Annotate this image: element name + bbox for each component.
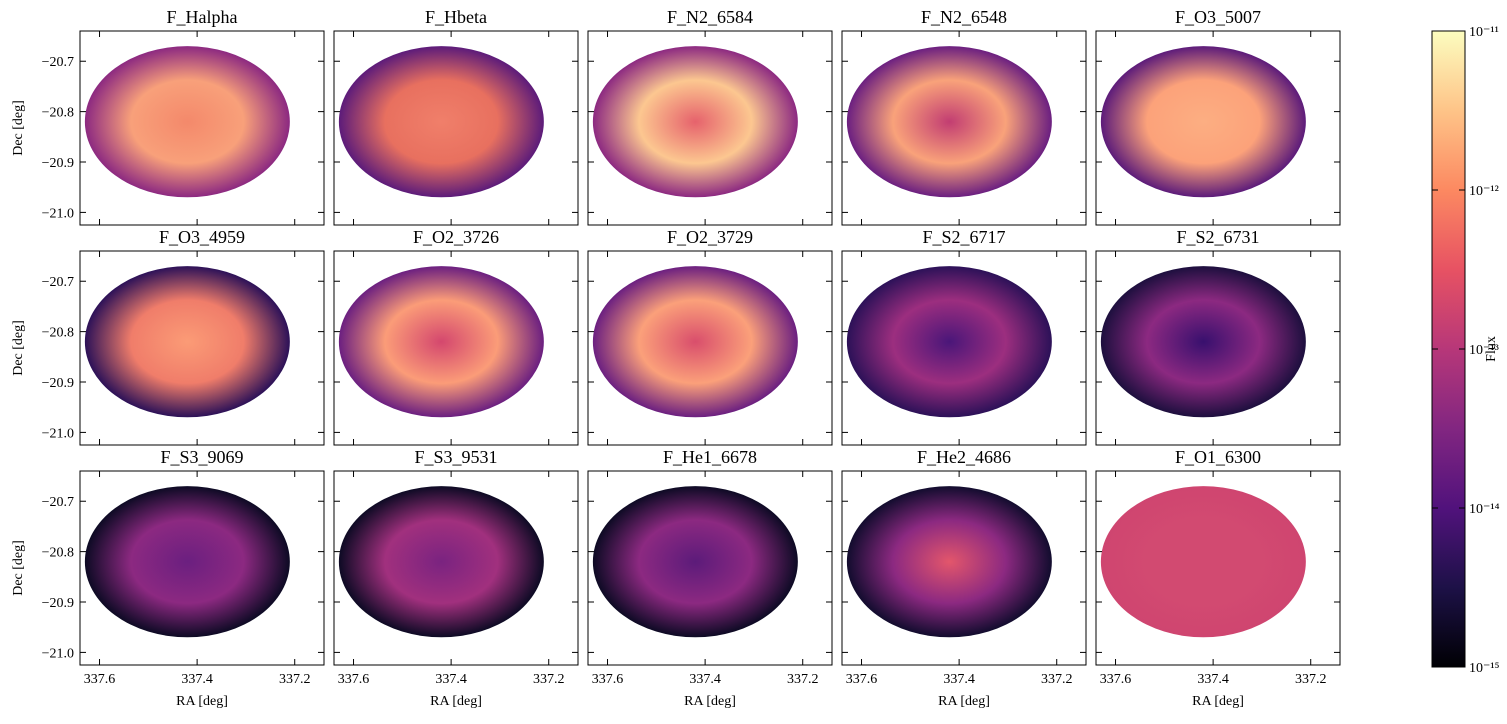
axes-frame: [79, 30, 325, 226]
panel-title: F_Hbeta: [425, 7, 487, 27]
panel-title: F_N2_6584: [667, 7, 753, 27]
y-tick-label: −21.0: [42, 426, 74, 441]
y-tick-label: −20.9: [42, 596, 74, 611]
axes-frame: [79, 250, 325, 446]
emission-map: [1100, 266, 1306, 418]
x-axis-label: RA [deg]: [430, 694, 482, 709]
panel-title: F_O3_4959: [159, 227, 245, 247]
panel-title: F_S2_6731: [1176, 227, 1259, 247]
colorbar-tick-label: 10⁻¹⁵: [1469, 661, 1500, 676]
axes-frame: [1095, 470, 1341, 666]
axes-frame: [841, 30, 1087, 226]
panel-title: F_Halpha: [167, 7, 238, 27]
axes-frame: [1095, 250, 1341, 446]
panel-title: F_O1_6300: [1175, 447, 1261, 467]
emission-map: [338, 266, 544, 418]
x-tick-label: 337.4: [181, 672, 213, 687]
x-axis-label: RA [deg]: [1192, 694, 1244, 709]
panel-title: F_He1_6678: [663, 447, 757, 467]
colorbar-tick-label: 10⁻¹⁴: [1469, 502, 1500, 517]
axes-frame: [587, 470, 833, 666]
emission-map: [592, 486, 798, 638]
y-tick-label: −20.7: [42, 495, 74, 510]
axes-frame: [1095, 30, 1341, 226]
y-axis-label: Dec [deg]: [11, 100, 26, 156]
x-tick-label: 337.6: [338, 672, 370, 687]
emission-map: [84, 46, 290, 198]
emission-map: [846, 266, 1052, 418]
y-axis-label: Dec [deg]: [11, 320, 26, 376]
emission-map: [1100, 486, 1306, 638]
x-tick-label: 337.2: [1041, 672, 1073, 687]
axes-frame: [841, 250, 1087, 446]
y-tick-label: −21.0: [42, 206, 74, 221]
y-tick-label: −20.8: [42, 326, 74, 341]
x-tick-label: 337.2: [533, 672, 565, 687]
axes-frame: [333, 30, 579, 226]
panel-title: F_N2_6548: [921, 7, 1007, 27]
y-axis-label: Dec [deg]: [11, 540, 26, 596]
x-tick-label: 337.4: [435, 672, 467, 687]
emission-map: [338, 486, 544, 638]
panel-title: F_S2_6717: [922, 227, 1005, 247]
axes-frame: [79, 470, 325, 666]
axes-frame: [587, 250, 833, 446]
x-tick-label: 337.2: [279, 672, 311, 687]
x-tick-label: 337.6: [1100, 672, 1132, 687]
colorbar-tick-label: 10⁻¹³: [1469, 343, 1499, 358]
y-tick-label: −20.8: [42, 106, 74, 121]
x-tick-label: 337.2: [1295, 672, 1327, 687]
panel-title: F_S3_9069: [160, 447, 243, 467]
emission-map: [84, 266, 290, 418]
panel-title: F_O2_3729: [667, 227, 753, 247]
x-tick-label: 337.4: [689, 672, 721, 687]
y-tick-label: −20.9: [42, 376, 74, 391]
x-axis-label: RA [deg]: [684, 694, 736, 709]
colorbar-label: Flux: [1484, 336, 1499, 362]
panel-title: F_O3_5007: [1175, 7, 1261, 27]
y-tick-label: −20.7: [42, 275, 74, 290]
axes-frame: [333, 470, 579, 666]
y-tick-label: −20.8: [42, 546, 74, 561]
x-tick-label: 337.4: [1197, 672, 1229, 687]
emission-map: [846, 46, 1052, 198]
colorbar-tick-label: 10⁻¹¹: [1469, 25, 1499, 40]
emission-map: [338, 46, 544, 198]
y-tick-label: −20.9: [42, 156, 74, 171]
axes-frame: [587, 30, 833, 226]
x-axis-label: RA [deg]: [938, 694, 990, 709]
panel-title: F_O2_3726: [413, 227, 499, 247]
y-tick-label: −20.7: [42, 55, 74, 70]
colorbar-tick-label: 10⁻¹²: [1469, 184, 1499, 199]
emission-map: [592, 46, 798, 198]
axes-frame: [841, 470, 1087, 666]
panel-title: F_S3_9531: [414, 447, 497, 467]
y-tick-label: −21.0: [42, 646, 74, 661]
emission-map: [846, 486, 1052, 638]
panel-title: F_He2_4686: [917, 447, 1011, 467]
x-tick-label: 337.6: [846, 672, 878, 687]
emission-map: [84, 486, 290, 638]
x-tick-label: 337.6: [84, 672, 116, 687]
emission-map: [592, 266, 798, 418]
x-axis-label: RA [deg]: [176, 694, 228, 709]
x-tick-label: 337.2: [787, 672, 819, 687]
x-tick-label: 337.6: [592, 672, 624, 687]
axes-frame: [333, 250, 579, 446]
x-tick-label: 337.4: [943, 672, 975, 687]
emission-map: [1100, 46, 1306, 198]
